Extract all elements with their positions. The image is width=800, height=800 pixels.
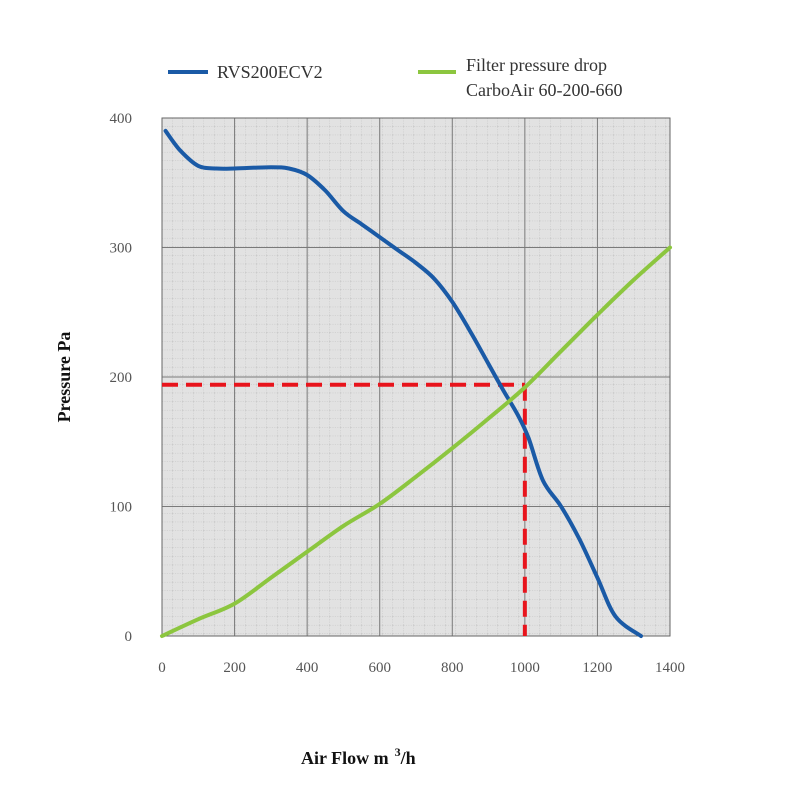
x-tick-label: 800 — [441, 660, 464, 676]
x-axis-title-superscript: 3 — [395, 745, 401, 759]
y-axis-title: Pressure Pa — [54, 332, 74, 423]
plot-border — [161, 117, 671, 637]
legend-label-filter-model: CarboAir 60-200-660 — [466, 80, 622, 100]
series-line-rvs200ecv2 — [163, 128, 643, 638]
y-tick-label: 100 — [110, 500, 133, 516]
legend-label-rvs200ecv2: RVS200ECV2 — [217, 62, 323, 82]
series-line-filter-pressure-drop — [160, 245, 672, 638]
x-axis-title-suffix: /h — [400, 748, 416, 768]
x-tick-label: 0 — [158, 660, 166, 676]
x-tick-label: 1200 — [582, 660, 612, 676]
x-axis-title-main: Air Flow m — [301, 748, 389, 768]
x-axis-ticks: 0 200 400 600 800 1000 1200 1400 — [158, 660, 685, 676]
x-tick-label: 1000 — [510, 660, 540, 676]
legend-label-filter-pressure-drop: Filter pressure drop — [466, 55, 607, 75]
x-tick-label: 600 — [368, 660, 391, 676]
legend: RVS200ECV2 Filter pressure drop CarboAir… — [168, 55, 622, 100]
x-axis-title: Air Flow m 3/h — [301, 745, 416, 768]
y-tick-label: 400 — [110, 111, 133, 127]
x-tick-label: 400 — [296, 660, 319, 676]
y-tick-label: 300 — [110, 241, 133, 257]
y-tick-label: 200 — [110, 370, 133, 386]
x-tick-label: 1400 — [655, 660, 685, 676]
x-tick-label: 200 — [223, 660, 246, 676]
y-tick-label: 0 — [125, 629, 133, 645]
y-axis-ticks: 0 100 200 300 400 — [110, 111, 133, 645]
